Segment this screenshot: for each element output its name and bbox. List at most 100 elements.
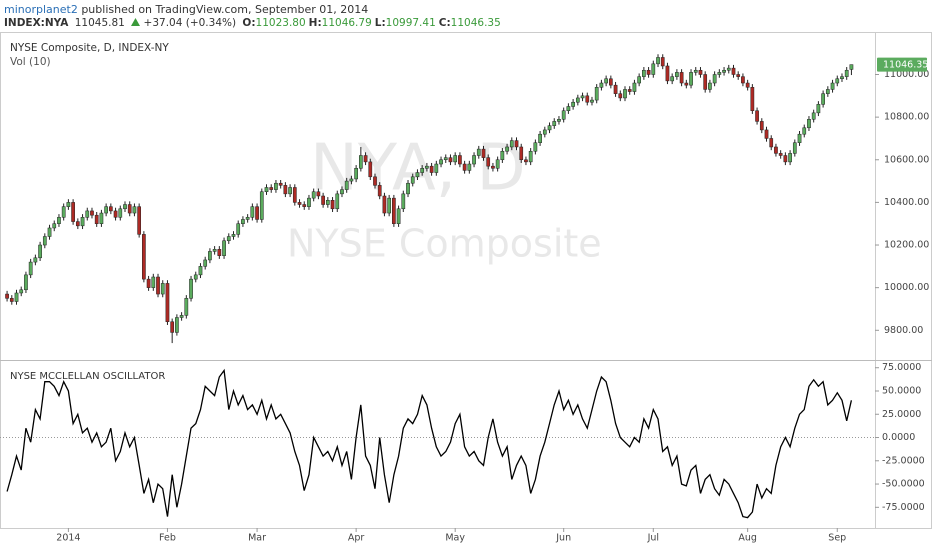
candle-body bbox=[99, 212, 104, 224]
candle-body bbox=[830, 82, 835, 90]
candle-body bbox=[821, 93, 825, 105]
candle-body bbox=[491, 165, 495, 169]
candle-body bbox=[184, 298, 189, 316]
candle-body bbox=[811, 112, 816, 120]
candle-body bbox=[481, 148, 486, 158]
candle-body bbox=[693, 69, 698, 73]
y-tick-label: 9800.00 bbox=[884, 325, 923, 336]
candle-body bbox=[66, 202, 71, 207]
candle-body bbox=[500, 150, 505, 161]
candle-body bbox=[245, 217, 250, 220]
candle-body bbox=[151, 276, 156, 288]
published: published on TradingView.com, September … bbox=[81, 3, 369, 16]
candle-body bbox=[651, 63, 656, 75]
candle-body bbox=[425, 165, 429, 169]
candle-body bbox=[623, 89, 627, 99]
y-tick-label: 10400.00 bbox=[884, 197, 929, 208]
candle-body bbox=[627, 89, 632, 92]
candle-body bbox=[840, 76, 844, 80]
candle-body bbox=[71, 202, 75, 222]
candle-body bbox=[816, 104, 821, 114]
oscillator-line bbox=[6, 368, 853, 519]
candle-body bbox=[354, 168, 358, 180]
candle-body bbox=[783, 155, 788, 163]
candle-body bbox=[344, 180, 349, 190]
candle-body bbox=[434, 163, 439, 173]
candle-body bbox=[420, 168, 425, 173]
candle-body bbox=[429, 165, 434, 173]
x-tick-label: Mar bbox=[248, 533, 266, 544]
candle-body bbox=[599, 82, 604, 88]
candle-body bbox=[392, 197, 396, 224]
candle-body bbox=[302, 204, 307, 207]
candle-body bbox=[476, 148, 481, 156]
candle-body bbox=[703, 74, 708, 90]
ohlc-label: O: bbox=[242, 17, 256, 29]
candle-body bbox=[75, 221, 80, 227]
candle-body bbox=[453, 155, 458, 163]
candle-body bbox=[542, 129, 547, 135]
candle-body bbox=[580, 95, 585, 99]
last-price-label: 11046.35 bbox=[883, 60, 928, 71]
candle-body bbox=[604, 78, 608, 84]
candle-body bbox=[462, 163, 467, 171]
y-tick-label: 75.0000 bbox=[882, 362, 921, 373]
candle-body bbox=[175, 317, 179, 333]
candle-body bbox=[85, 210, 90, 218]
candle-body bbox=[108, 206, 113, 212]
candle-body bbox=[443, 157, 448, 161]
candle-body bbox=[212, 249, 217, 252]
candle-body bbox=[448, 157, 453, 163]
candle-body bbox=[123, 204, 127, 210]
candle-body bbox=[835, 78, 840, 84]
candle-body bbox=[585, 95, 590, 103]
candle-body bbox=[637, 76, 642, 84]
candle-body bbox=[764, 129, 769, 139]
candle-body bbox=[373, 176, 377, 186]
y-tick-label: 10200.00 bbox=[884, 240, 929, 251]
candle-body bbox=[226, 236, 231, 242]
candle-body bbox=[156, 276, 160, 295]
candle-body bbox=[495, 159, 500, 169]
candle-body bbox=[325, 200, 330, 205]
candle-body bbox=[670, 76, 675, 82]
candle-body bbox=[726, 67, 731, 71]
candle-body bbox=[731, 67, 736, 75]
candle-body bbox=[283, 185, 288, 195]
ohlc-label: L: bbox=[374, 17, 386, 29]
candle-body bbox=[127, 204, 132, 214]
candle-body bbox=[797, 133, 802, 143]
candle-body bbox=[769, 138, 774, 148]
candle-body bbox=[410, 176, 415, 184]
x-tick-label: Aug bbox=[738, 533, 757, 544]
candle-body bbox=[80, 217, 85, 227]
author[interactable]: minorplanet2 bbox=[4, 3, 78, 16]
candle-body bbox=[608, 78, 613, 86]
y-tick-label: -75.0000 bbox=[882, 502, 925, 513]
candle-body bbox=[778, 153, 783, 156]
x-tick-label: Jun bbox=[555, 533, 571, 544]
candle-body bbox=[547, 125, 552, 131]
candle-body bbox=[142, 234, 146, 280]
candle-body bbox=[269, 187, 274, 190]
y-tick-label: 0.0000 bbox=[882, 432, 915, 443]
candle-body bbox=[264, 187, 269, 192]
candle-body bbox=[189, 278, 193, 299]
ohlc-value: 10997.41 bbox=[385, 17, 436, 29]
candle-body bbox=[24, 274, 28, 291]
candle-body bbox=[250, 206, 255, 218]
last-price-tag bbox=[877, 57, 927, 72]
candle-body bbox=[519, 146, 524, 161]
candle-body bbox=[802, 127, 807, 135]
y-tick-label: 25.0000 bbox=[882, 409, 921, 420]
candle-body bbox=[259, 191, 264, 220]
symbol: INDEX:NYA bbox=[4, 17, 69, 29]
candle-body bbox=[377, 185, 382, 197]
watermark-name: NYSE Composite bbox=[287, 222, 602, 266]
candle-body bbox=[33, 257, 38, 263]
candle-body bbox=[170, 321, 175, 333]
candle-body bbox=[656, 57, 660, 65]
candle-body bbox=[505, 146, 509, 152]
candle-body bbox=[42, 236, 47, 246]
candle-body bbox=[340, 189, 344, 195]
